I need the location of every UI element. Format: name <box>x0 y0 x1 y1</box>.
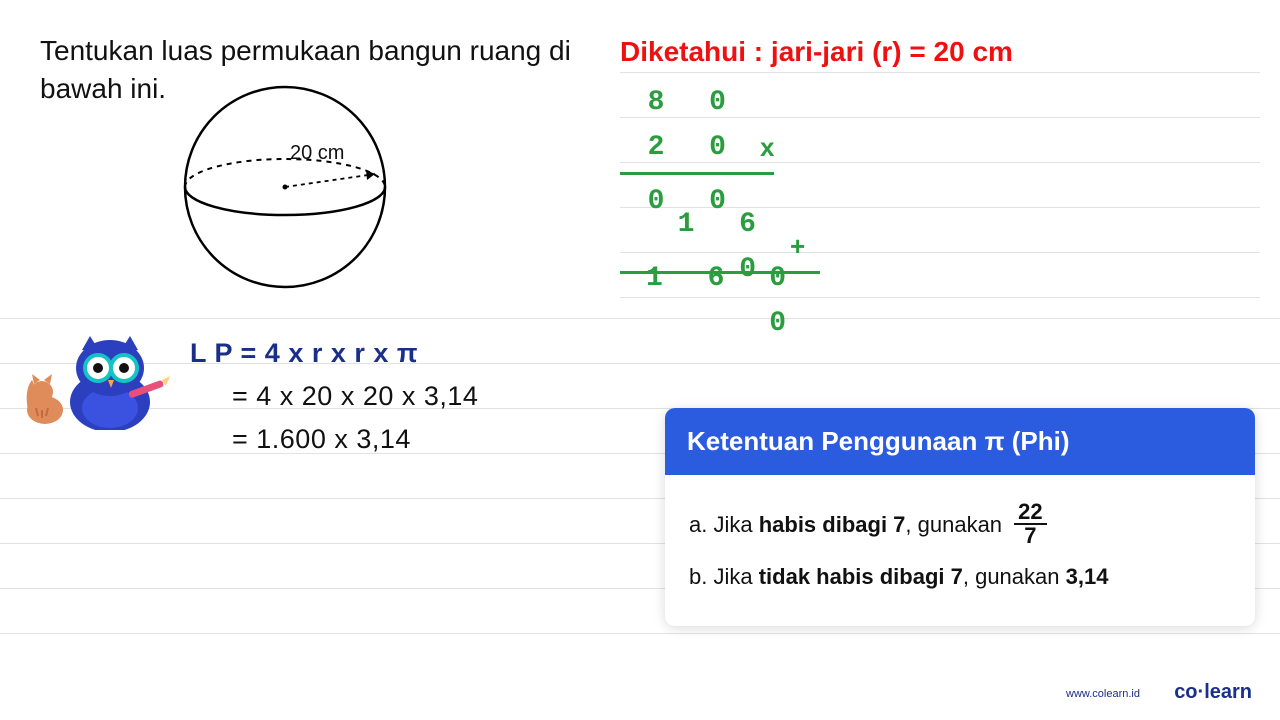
phi-rule-b-value: 3,14 <box>1066 564 1109 589</box>
sphere-figure <box>170 72 400 297</box>
formula-head: L P = 4 x r x r x π <box>190 338 478 369</box>
phi-rule-a-prefix: a. Jika <box>689 512 759 537</box>
known-text: Diketahui : jari-jari (r) = 20 cm <box>620 36 1013 68</box>
phi-card-title: Ketentuan Penggunaan π (Phi) <box>665 408 1255 475</box>
radius-label: 20 cm <box>290 142 344 165</box>
phi-card-body: a. Jika habis dibagi 7, gunakan 227 b. J… <box>665 475 1255 626</box>
mult-op-times: x <box>760 125 776 170</box>
mult-a: 8 0 <box>620 80 740 125</box>
phi-card: Ketentuan Penggunaan π (Phi) a. Jika hab… <box>665 408 1255 626</box>
brand-site: www.colearn.id <box>1066 688 1140 700</box>
phi-rule-b-suffix: , gunakan <box>963 564 1066 589</box>
phi-rule-b: b. Jika tidak habis dibagi 7, gunakan 3,… <box>689 559 1231 594</box>
fraction-22-7: 227 <box>1014 501 1046 547</box>
phi-rule-b-prefix: b. Jika <box>689 564 759 589</box>
formula-line-3: = 1.600 x 3,14 <box>190 424 478 455</box>
mascot-icon <box>20 330 180 430</box>
page: Tentukan luas permukaan bangun ruang di … <box>0 0 1280 720</box>
formula-block: L P = 4 x r x r x π = 4 x 20 x 20 x 3,14… <box>190 338 478 455</box>
mult-rule-1 <box>620 172 774 175</box>
phi-rule-a-bold: habis dibagi 7 <box>759 512 906 537</box>
phi-rule-b-bold: tidak habis dibagi 7 <box>759 564 963 589</box>
fraction-denominator: 7 <box>1014 525 1046 547</box>
phi-rule-a: a. Jika habis dibagi 7, gunakan 227 <box>689 503 1231 549</box>
long-multiplication: 8 0 2 0x 0 0 1 6 0+ 1 6 0 0 <box>620 80 820 323</box>
mult-result: 1 6 0 0 <box>620 256 800 346</box>
mult-b: 2 0 <box>620 125 740 170</box>
brand-logo: co·learn <box>1174 681 1252 704</box>
formula-line-2: = 4 x 20 x 20 x 3,14 <box>190 381 478 412</box>
phi-rule-a-suffix: , gunakan <box>905 512 1008 537</box>
fraction-numerator: 22 <box>1014 501 1046 525</box>
